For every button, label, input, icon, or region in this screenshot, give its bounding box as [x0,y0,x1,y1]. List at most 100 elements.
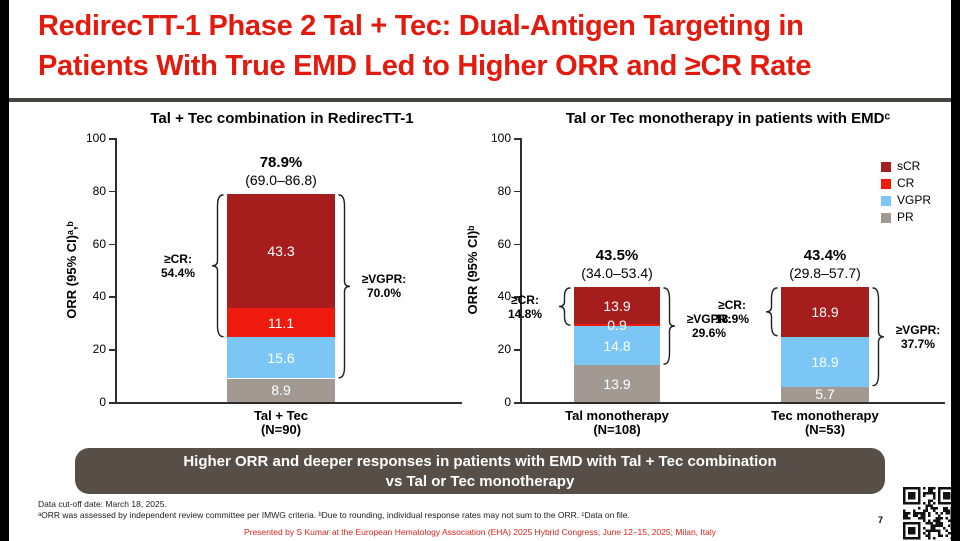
cr-brace [765,287,778,337]
title-separator [0,98,960,102]
bar-total-orr: 78.9% [259,153,303,171]
x-axis [115,402,462,404]
bar-total-ci: (69.0–86.8) [245,171,317,188]
segment-value-VGPR: 18.9 [811,353,839,370]
y-tick-label: 20 [92,342,106,357]
legend-entry-sCR: sCR [881,160,931,172]
segment-value-sCR: 43.3 [267,242,295,259]
legend-entry-CR: CR [881,176,931,190]
y-axis-label-right: ORR (95% CI)ᵇ [465,225,480,315]
cr-brace [558,287,571,326]
y-tick [109,402,115,404]
bar-n-label: (N=108) [593,422,641,437]
y-tick-label: 80 [497,183,511,198]
y-tick [109,349,115,351]
segment-value-sCR: 13.9 [603,297,631,314]
y-tick [109,296,115,298]
title-line-2: Patients With True EMD Led to Higher ORR… [38,50,812,82]
legend-label: VGPR [897,193,932,207]
slide-title: RedirecTT-1 Phase 2 Tal + Tec: Dual-Anti… [38,6,938,86]
vgpr-brace [872,287,885,387]
conclusion-banner: Higher ORR and deeper responses in patie… [75,448,885,494]
legend-swatch-VGPR [881,195,891,206]
segment-value-sCR: 18.9 [811,304,839,321]
y-axis [115,138,117,404]
bar-segment-VGPR [227,337,335,379]
y-tick [109,190,115,193]
vgpr-bracket-label: ≥VGPR: 70.0% [353,272,415,300]
bar-segment-sCR [574,287,660,324]
cr-bracket-label: ≥CR: 18.9% [701,298,763,326]
footnotes: ᵃORR was assessed by independent review … [38,510,630,520]
bar-segment-sCR [227,193,335,308]
vgpr-label-line1: ≥VGPR: [361,272,407,287]
bar-total-ci: (34.0–53.4) [581,265,653,282]
legend-label: PR [897,210,914,224]
cr-bracket-label: ≥CR: 54.4% [147,252,209,280]
data-cutoff-note: Data cut-off date: March 18, 2025. [38,499,167,509]
y-tick-label: 60 [497,236,511,251]
cr-label-line2: 54.4% [160,265,196,280]
legend: sCR CR VGPR PR [881,160,932,229]
bar-segment-PR [574,365,660,402]
cr-label-line1: ≥CR: [164,251,192,266]
cr-label-line1: ≥CR: [718,298,746,313]
vgpr-label-line2: 29.6% [691,326,727,341]
bar-segment-PR [781,386,869,402]
legend-entry-PR: PR [881,210,931,224]
y-tick [514,243,520,246]
vgpr-bracket-label: ≥VGPR: 37.7% [887,323,949,351]
segment-value-PR: 8.9 [271,382,291,399]
y-tick [109,138,115,140]
segment-value-CR: 11.1 [267,314,295,331]
bar-category-label: Tec monotherapy [771,408,879,423]
bar-n-label: (N=53) [804,422,846,437]
title-line-1: RedirecTT-1 Phase 2 Tal + Tec: Dual-Anti… [38,10,804,42]
y-axis [520,138,522,404]
x-axis [520,402,945,404]
legend-label: CR [897,176,915,190]
y-tick [514,296,520,298]
y-tick-label: 80 [92,183,106,198]
segment-value-CR: 0.9 [607,317,627,334]
vgpr-bracket-label: ≥VGPR: 29.6% [678,312,740,340]
y-tick-label: 0 [504,395,511,409]
y-tick-label: 40 [92,289,106,304]
qr-code-icon [903,487,956,540]
y-tick [514,402,520,404]
vgpr-label-line1: ≥VGPR: [686,312,732,327]
y-tick-label: 20 [497,342,511,357]
page-number: 7 [878,515,884,525]
left-black-bar [0,0,9,541]
bar-total-orr: 43.5% [595,247,639,265]
banner-line-1: Higher ORR and deeper responses in patie… [183,453,777,470]
vgpr-brace [663,287,676,366]
legend-swatch-sCR [881,161,891,172]
vgpr-label-line1: ≥VGPR: [895,323,941,338]
y-tick-label: 100 [85,131,106,145]
vgpr-brace [338,194,351,379]
cr-brace [211,194,224,338]
vgpr-label-line2: 70.0% [366,286,402,301]
y-tick [514,190,520,193]
presented-by-line: Presented by S Kumar at the European Hem… [243,527,716,537]
bar-segment-sCR [781,287,869,338]
bar-category-label: Tal monotherapy [565,408,669,423]
cr-label-line2: 18.9% [714,312,750,327]
bar-n-label: (N=90) [260,422,302,437]
chart-title-monotherapy: Tal or Tec monotherapy in patients with … [565,110,891,127]
chart-title-combination: Tal + Tec combination in RedirecTT-1 [150,110,414,127]
cr-label-line1: ≥CR: [511,292,539,307]
segment-value-VGPR: 15.6 [267,349,295,366]
y-tick [514,138,520,140]
cr-bracket-label: ≥CR: 14.8% [494,293,556,321]
y-tick-label: 0 [99,395,106,409]
bar-segment-CR [227,308,335,338]
bar-segment-CR [574,323,660,327]
cr-label-line2: 14.8% [507,306,543,321]
y-axis-label-left: ORR (95% CI)ᵃ,ᵇ [64,221,79,319]
segment-value-PR: 13.9 [603,375,631,392]
segment-value-VGPR: 14.8 [603,337,631,354]
y-tick [514,349,520,351]
